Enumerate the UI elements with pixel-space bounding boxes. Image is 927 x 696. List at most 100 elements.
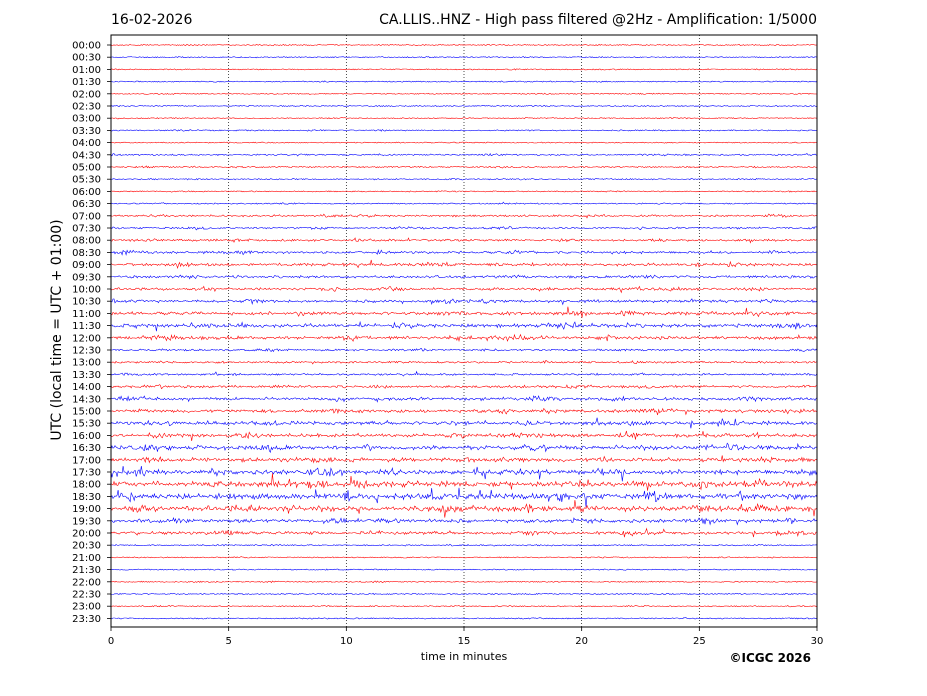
trace-line bbox=[110, 455, 818, 464]
trace-line bbox=[110, 516, 818, 526]
y-tick-label: 08:30 bbox=[72, 248, 101, 259]
x-tick-label: 5 bbox=[225, 636, 231, 647]
x-tick-label: 30 bbox=[811, 636, 824, 647]
y-tick-label: 16:30 bbox=[72, 443, 101, 454]
trace-line bbox=[110, 177, 818, 181]
x-tick-label: 20 bbox=[575, 636, 588, 647]
trace-line bbox=[110, 580, 818, 584]
y-tick-label: 01:30 bbox=[72, 77, 101, 88]
y-tick-label: 00:30 bbox=[72, 53, 101, 64]
trace-line bbox=[110, 527, 818, 538]
trace-line bbox=[110, 556, 818, 559]
y-tick-label: 15:00 bbox=[72, 407, 101, 418]
trace-line bbox=[110, 320, 818, 332]
y-tick-label: 23:00 bbox=[72, 602, 101, 613]
trace-line bbox=[110, 395, 818, 403]
trace-line bbox=[110, 152, 818, 157]
y-tick-label: 22:30 bbox=[72, 590, 101, 601]
trace-line bbox=[110, 92, 818, 95]
trace-line bbox=[110, 285, 818, 294]
y-tick-label: 20:00 bbox=[72, 529, 101, 540]
trace-line bbox=[110, 487, 818, 507]
y-tick-label: 20:30 bbox=[72, 541, 101, 552]
trace-line bbox=[110, 417, 818, 429]
y-tick-label: 07:30 bbox=[72, 224, 101, 235]
trace-line bbox=[110, 348, 818, 353]
y-tick-label: 19:00 bbox=[72, 504, 101, 515]
y-tick-label: 06:30 bbox=[72, 199, 101, 210]
y-tick-label: 09:00 bbox=[72, 260, 101, 271]
y-tick-label: 17:30 bbox=[72, 468, 101, 479]
y-tick-label: 22:00 bbox=[72, 577, 101, 588]
trace-line bbox=[110, 237, 817, 244]
y-tick-label: 10:00 bbox=[72, 285, 101, 296]
y-tick-label: 06:00 bbox=[72, 187, 101, 198]
trace-line bbox=[110, 80, 818, 83]
x-axis-label: time in minutes bbox=[420, 650, 508, 663]
y-tick-label: 14:00 bbox=[72, 382, 101, 393]
y-tick-label: 09:30 bbox=[72, 272, 101, 283]
trace-line bbox=[110, 104, 818, 108]
y-tick-label: 19:30 bbox=[72, 516, 101, 527]
trace-line bbox=[110, 298, 818, 306]
y-tick-label: 11:30 bbox=[72, 321, 101, 332]
y-tick-label: 05:00 bbox=[72, 163, 101, 174]
trace-line bbox=[110, 226, 818, 231]
trace-line bbox=[110, 442, 818, 454]
trace-line bbox=[110, 430, 818, 442]
trace-line bbox=[110, 333, 818, 342]
y-tick-label: 08:00 bbox=[72, 236, 101, 247]
y-tick-label: 16:00 bbox=[72, 431, 101, 442]
trace-line bbox=[110, 604, 818, 608]
trace-line bbox=[110, 465, 818, 482]
trace-line bbox=[110, 360, 818, 365]
trace-line bbox=[110, 306, 818, 318]
trace-line bbox=[110, 500, 818, 518]
chart-date: 16-02-2026 bbox=[111, 12, 193, 28]
y-tick-label: 17:00 bbox=[72, 455, 101, 466]
trace-line bbox=[111, 56, 818, 59]
y-tick-label: 12:00 bbox=[72, 333, 101, 344]
y-tick-label: 00:00 bbox=[72, 41, 101, 52]
trace-line bbox=[110, 592, 818, 596]
x-tick-label: 25 bbox=[693, 636, 706, 647]
y-tick-label: 10:30 bbox=[72, 297, 101, 308]
y-tick-label: 11:00 bbox=[72, 309, 101, 320]
trace-line bbox=[111, 407, 818, 416]
y-tick-label: 02:30 bbox=[72, 102, 101, 113]
trace-line bbox=[110, 117, 818, 120]
y-tick-label: 18:30 bbox=[72, 492, 101, 503]
y-tick-label: 01:00 bbox=[72, 65, 101, 76]
y-tick-label: 03:00 bbox=[72, 114, 101, 125]
trace-line bbox=[110, 274, 817, 280]
y-tick-label: 21:00 bbox=[72, 553, 101, 564]
trace-line bbox=[110, 201, 818, 205]
trace-line bbox=[110, 249, 818, 256]
y-tick-label: 15:30 bbox=[72, 419, 101, 430]
y-tick-label: 23:30 bbox=[72, 614, 101, 625]
y-tick-label: 03:30 bbox=[72, 126, 101, 137]
trace-line bbox=[110, 129, 817, 132]
y-tick-label: 02:00 bbox=[72, 89, 101, 100]
trace-line bbox=[110, 473, 818, 491]
x-tick-label: 15 bbox=[458, 636, 471, 647]
trace-line bbox=[110, 384, 818, 390]
y-tick-label: 07:00 bbox=[72, 211, 101, 222]
chart-title: CA.LLIS..HNZ - High pass filtered @2Hz -… bbox=[379, 12, 817, 28]
trace-line bbox=[111, 190, 818, 193]
trace-line bbox=[110, 543, 818, 547]
trace-line bbox=[110, 259, 818, 270]
x-tick-label: 10 bbox=[340, 636, 353, 647]
y-tick-label: 13:30 bbox=[72, 370, 101, 381]
trace-line bbox=[110, 68, 818, 71]
trace-line bbox=[110, 617, 818, 620]
plot-frame bbox=[110, 34, 818, 628]
y-tick-label: 18:00 bbox=[72, 480, 101, 491]
x-tick-label: 0 bbox=[108, 636, 114, 647]
trace-line bbox=[110, 165, 818, 169]
trace-line bbox=[110, 370, 818, 377]
trace-line bbox=[110, 141, 818, 144]
y-tick-label: 04:00 bbox=[72, 138, 101, 149]
y-tick-label: 13:00 bbox=[72, 358, 101, 369]
